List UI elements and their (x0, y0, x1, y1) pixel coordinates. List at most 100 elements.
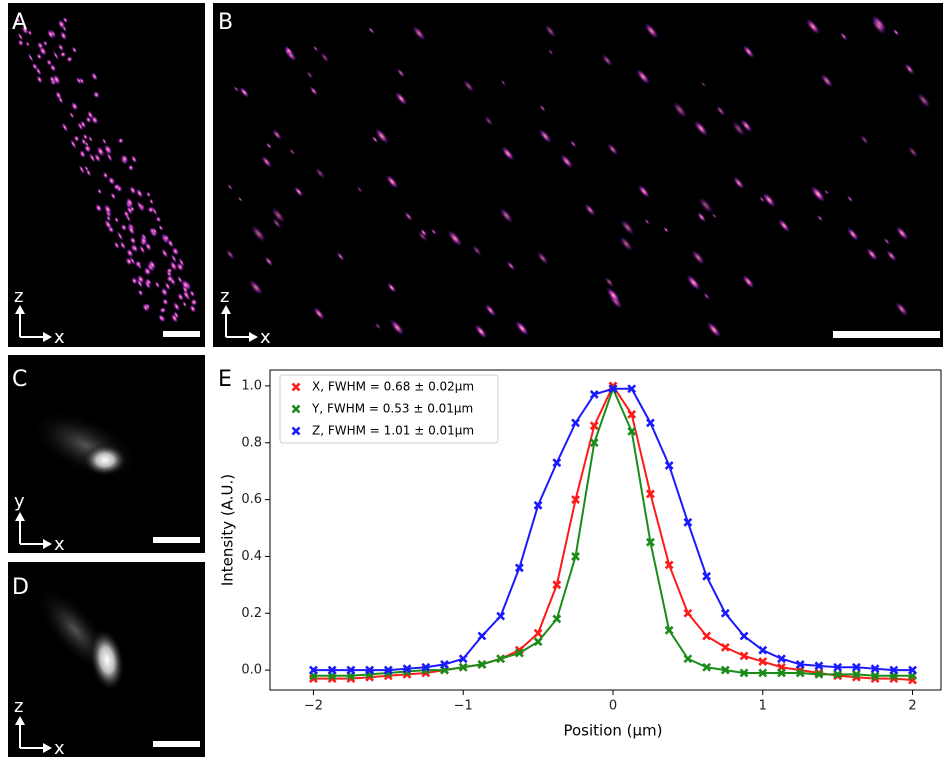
marker (870, 664, 880, 674)
blob (703, 292, 711, 301)
blob (164, 281, 171, 291)
marker (777, 654, 786, 664)
blob (116, 230, 124, 242)
blob (152, 227, 158, 235)
blob (190, 298, 198, 306)
blob (158, 314, 165, 322)
blob (740, 118, 753, 133)
blob (17, 32, 24, 41)
legend-label: X, FWHM = 0.68 ± 0.02μm (312, 380, 474, 394)
blob (84, 141, 89, 147)
blob (569, 140, 577, 148)
plot-frame (269, 369, 942, 691)
marker (346, 665, 356, 675)
panel-label: B (218, 10, 233, 35)
blob (601, 54, 613, 67)
blob (271, 207, 286, 224)
blob (309, 85, 319, 96)
blob (883, 237, 891, 245)
blob (46, 59, 53, 66)
blob (130, 155, 138, 164)
panel-label: D (12, 575, 29, 600)
marker (589, 390, 599, 399)
blob (544, 24, 557, 38)
blob (49, 63, 57, 72)
blob (816, 214, 824, 222)
x-axis-label: Position (μm) (563, 722, 662, 740)
blob (294, 186, 304, 197)
blob (78, 164, 85, 175)
blob (182, 301, 187, 308)
blob (59, 51, 67, 58)
blob (134, 260, 142, 268)
blob (266, 142, 272, 149)
marker (589, 421, 599, 431)
blob (871, 18, 886, 35)
blob (385, 174, 399, 189)
blob (907, 146, 919, 158)
blob (55, 90, 62, 100)
marker (477, 660, 487, 669)
blob (233, 85, 240, 93)
scale-bar (163, 331, 200, 337)
marker (365, 665, 375, 675)
marker (458, 654, 468, 664)
blob (484, 115, 494, 127)
blob (412, 25, 426, 41)
y-tick-label: 0.0 (241, 663, 262, 678)
marker (664, 560, 674, 570)
blob (90, 115, 99, 125)
marker (627, 426, 637, 436)
x-tick-label: −1 (454, 699, 473, 714)
blob (500, 79, 506, 86)
blob (96, 146, 105, 157)
blob (155, 216, 162, 223)
marker (421, 662, 431, 672)
blob (371, 135, 379, 144)
marker (683, 654, 693, 664)
blob (15, 17, 21, 24)
blob (103, 144, 112, 155)
blob (367, 26, 375, 35)
blob (101, 137, 107, 145)
blob (119, 240, 127, 250)
blob (904, 63, 915, 75)
blob (356, 186, 363, 194)
blob (31, 62, 38, 71)
marker (664, 625, 674, 635)
blob (239, 86, 250, 98)
blob (113, 183, 121, 191)
blob (700, 81, 706, 88)
marker (309, 665, 318, 675)
blob (430, 228, 437, 236)
panel-label: E (218, 367, 232, 392)
blob (313, 306, 326, 321)
blob (131, 277, 138, 285)
blob (336, 251, 345, 262)
blob (663, 226, 669, 233)
blob (158, 224, 164, 232)
blob (57, 19, 66, 30)
blob (88, 135, 93, 143)
panel-b-image (213, 3, 943, 347)
legend (279, 374, 499, 444)
blob (189, 289, 195, 298)
blob (43, 40, 48, 47)
blob (506, 260, 516, 271)
blob (173, 310, 180, 320)
blob (135, 188, 144, 199)
psf-xz (89, 628, 125, 692)
blob (895, 301, 909, 317)
blob (272, 217, 282, 229)
blob (49, 75, 56, 84)
blob (686, 274, 701, 291)
blob (404, 211, 413, 222)
blob (417, 230, 428, 242)
blob (106, 152, 113, 163)
blob (762, 192, 776, 208)
legend-marker (291, 404, 301, 414)
axis-indicators (15, 305, 258, 753)
blob (73, 135, 80, 142)
blob (846, 195, 854, 203)
marker (833, 669, 843, 679)
